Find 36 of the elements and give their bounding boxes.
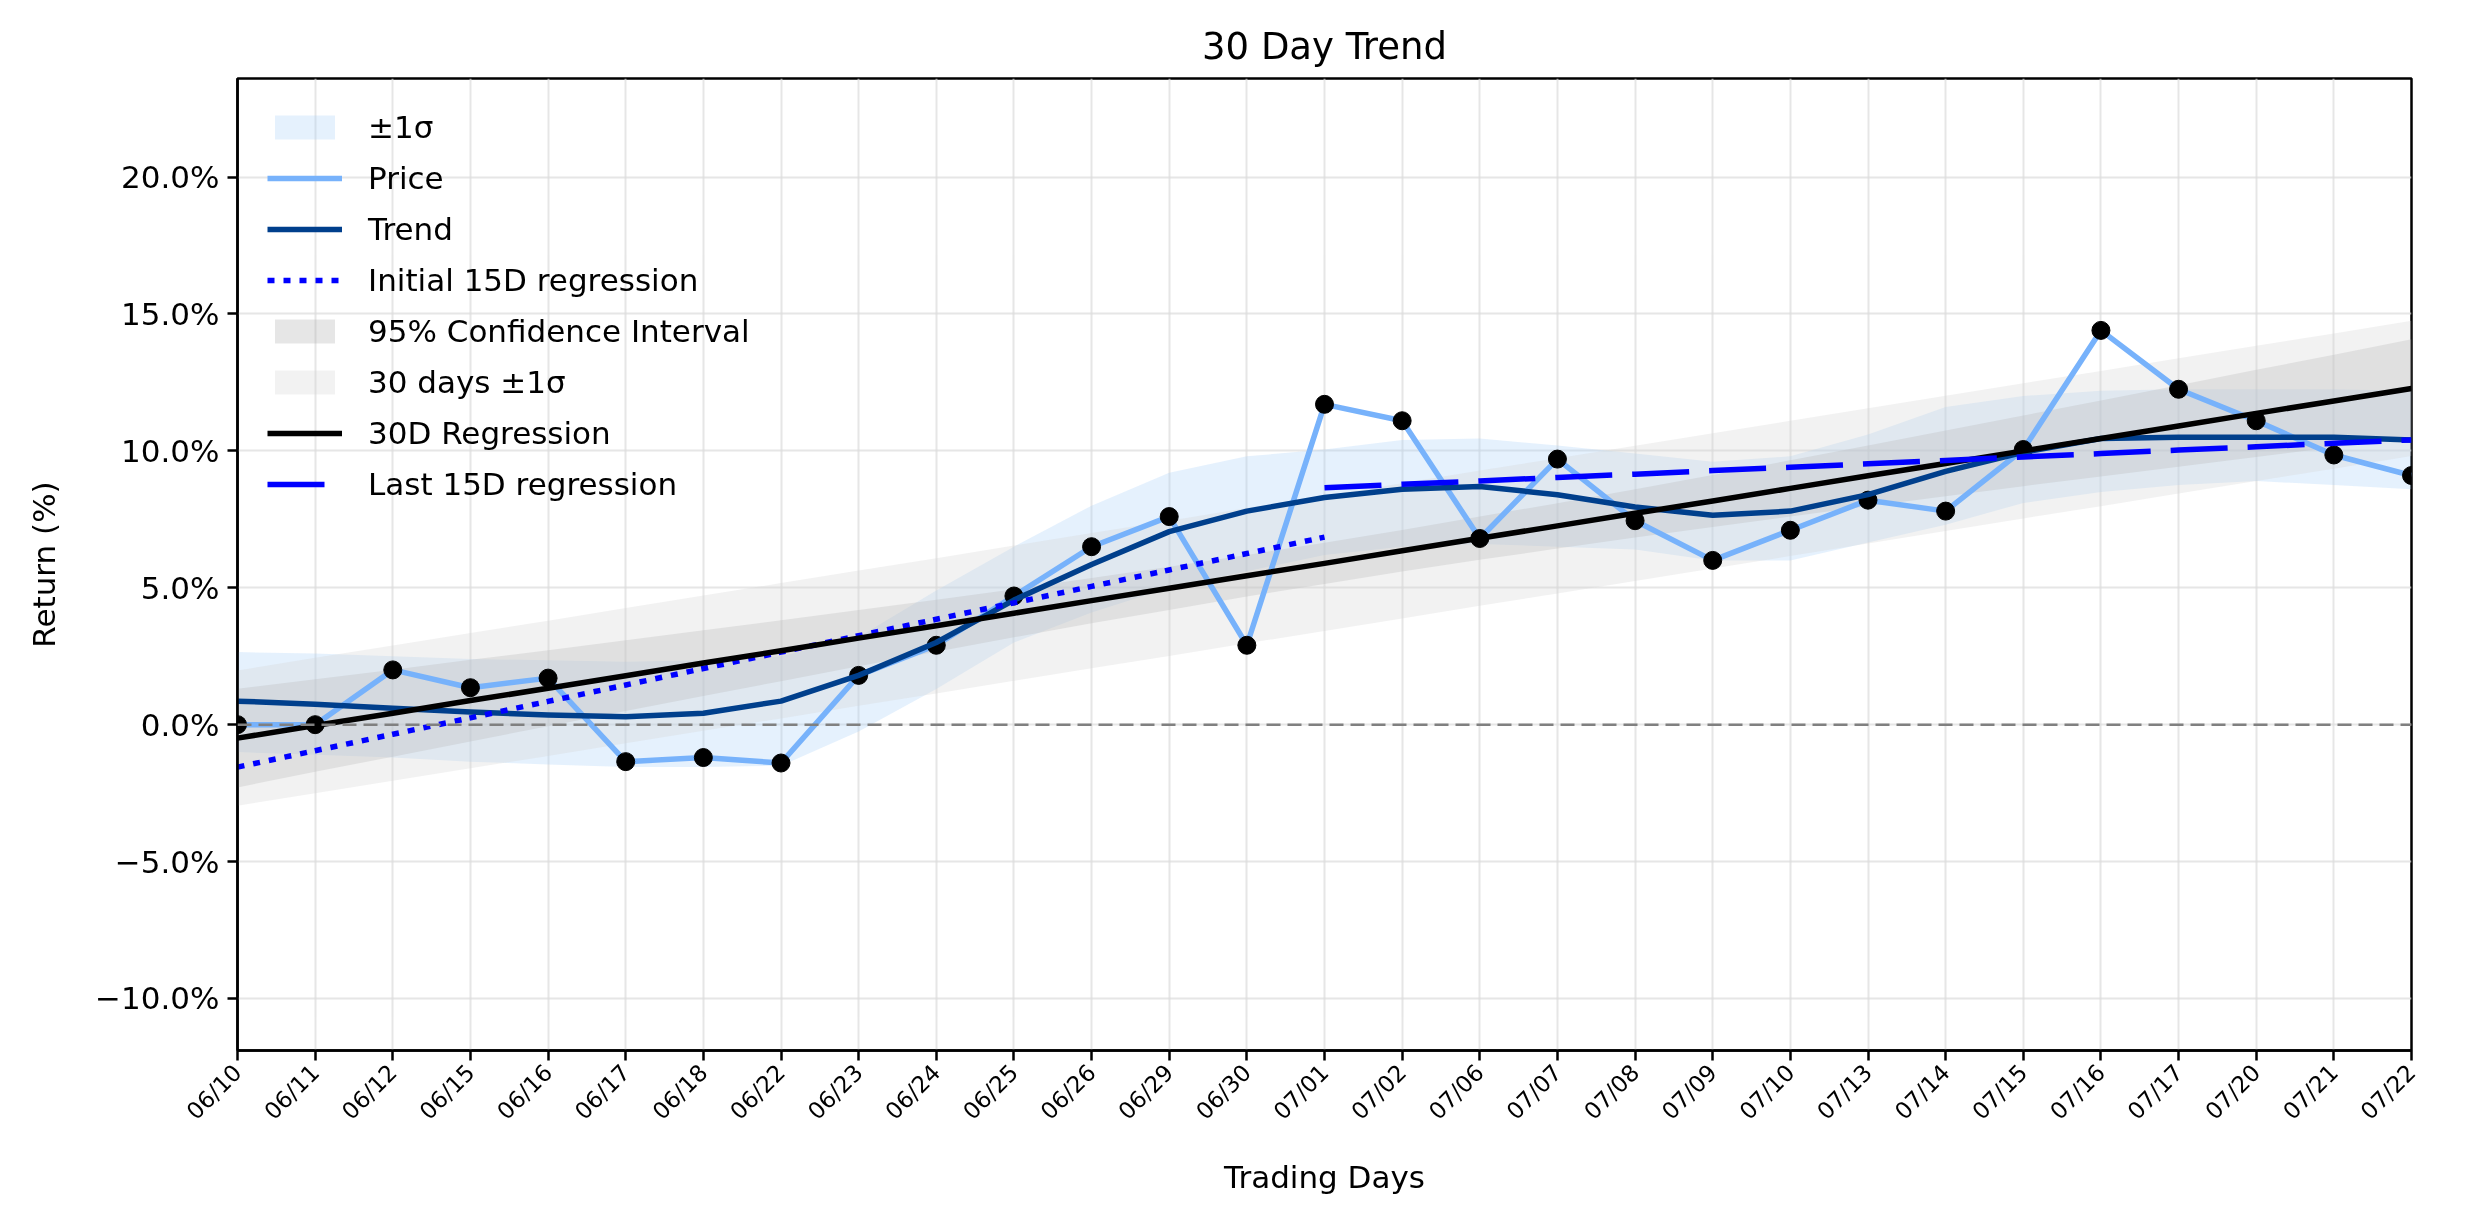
point bbox=[1082, 537, 1102, 557]
point bbox=[693, 748, 713, 768]
legend-label: 30D Regression bbox=[368, 414, 611, 452]
point bbox=[1547, 449, 1567, 469]
point bbox=[1315, 394, 1334, 414]
point bbox=[1703, 550, 1723, 570]
point bbox=[771, 753, 791, 773]
point bbox=[2169, 379, 2189, 399]
point bbox=[1780, 520, 1800, 540]
y-tick-label: 0.0% bbox=[140, 706, 220, 743]
point bbox=[538, 668, 558, 688]
y-tick-label: −5.0% bbox=[114, 843, 220, 880]
point bbox=[2091, 320, 2111, 340]
y-tick-label: 20.0% bbox=[121, 159, 220, 196]
legend-label: 95% Confidence Interval bbox=[368, 312, 750, 350]
y-tick-label: 5.0% bbox=[140, 569, 220, 606]
legend-label: Initial 15D regression bbox=[368, 261, 699, 299]
y-axis-title: Return (%) bbox=[26, 481, 63, 648]
point bbox=[2324, 445, 2344, 465]
y-tick-label: −10.0% bbox=[95, 980, 220, 1017]
point bbox=[1237, 635, 1257, 655]
y-tick-label: 10.0% bbox=[121, 432, 220, 469]
legend-label: Price bbox=[368, 159, 444, 197]
point bbox=[460, 678, 480, 698]
y-tick-label: 15.0% bbox=[121, 295, 220, 332]
legend-label: Last 15D regression bbox=[368, 465, 678, 503]
point bbox=[1392, 411, 1412, 431]
legend-label: ±1σ bbox=[368, 108, 434, 146]
chart-title: 30 Day Trend bbox=[1202, 24, 1447, 68]
legend-label: 30 days ±1σ bbox=[368, 363, 566, 401]
x-axis-title: Trading Days bbox=[1223, 1158, 1425, 1195]
point bbox=[1936, 501, 1956, 521]
legend-label: Trend bbox=[368, 210, 453, 248]
point bbox=[1159, 507, 1179, 527]
point bbox=[616, 752, 636, 772]
point bbox=[383, 660, 403, 680]
